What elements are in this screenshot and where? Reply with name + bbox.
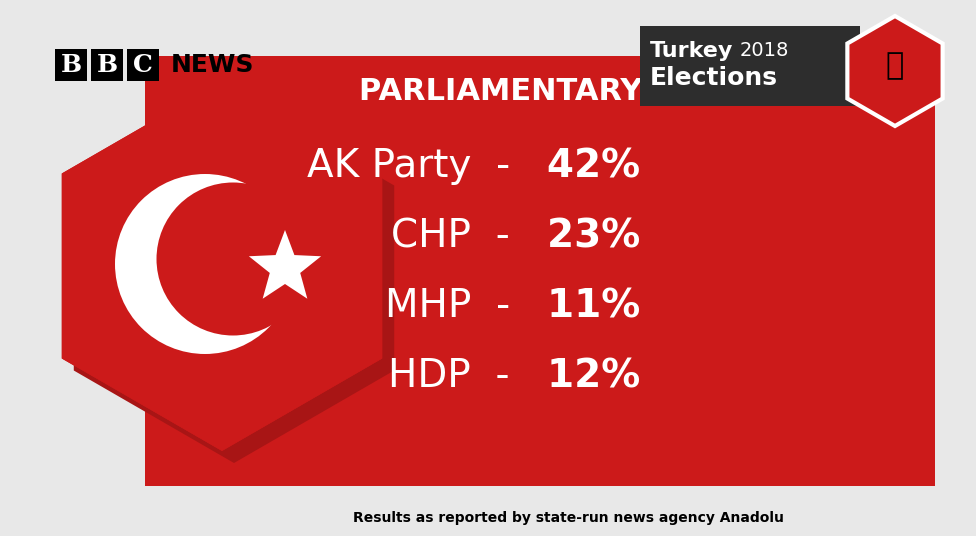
Circle shape — [115, 174, 295, 354]
Polygon shape — [249, 230, 321, 299]
Text: 2018: 2018 — [740, 41, 790, 61]
FancyBboxPatch shape — [91, 49, 123, 81]
Text: AK Party  -: AK Party - — [306, 147, 510, 185]
Text: 12%: 12% — [520, 357, 640, 395]
Text: HDP  -: HDP - — [388, 357, 510, 395]
Polygon shape — [847, 16, 943, 126]
FancyBboxPatch shape — [145, 56, 935, 486]
Text: MHP  -: MHP - — [385, 287, 510, 325]
Circle shape — [156, 182, 309, 336]
Text: B: B — [61, 53, 82, 77]
Text: 42%: 42% — [520, 147, 640, 185]
Text: CHP  -: CHP - — [391, 217, 510, 255]
Text: NEWS: NEWS — [171, 53, 255, 77]
Text: Turkey: Turkey — [650, 41, 733, 61]
Text: Results as reported by state-run news agency Anadolu: Results as reported by state-run news ag… — [352, 511, 784, 525]
FancyBboxPatch shape — [127, 49, 159, 81]
Text: 11%: 11% — [520, 287, 640, 325]
Text: 🗳: 🗳 — [886, 51, 904, 80]
Text: 23%: 23% — [520, 217, 640, 255]
FancyBboxPatch shape — [640, 26, 860, 106]
Polygon shape — [74, 93, 394, 463]
Text: PARLIAMENTARY RESULTS: PARLIAMENTARY RESULTS — [359, 77, 801, 106]
Text: C: C — [133, 53, 153, 77]
Polygon shape — [61, 81, 383, 451]
FancyBboxPatch shape — [55, 49, 87, 81]
Text: B: B — [97, 53, 117, 77]
Polygon shape — [61, 81, 383, 451]
Text: Elections: Elections — [650, 66, 778, 90]
